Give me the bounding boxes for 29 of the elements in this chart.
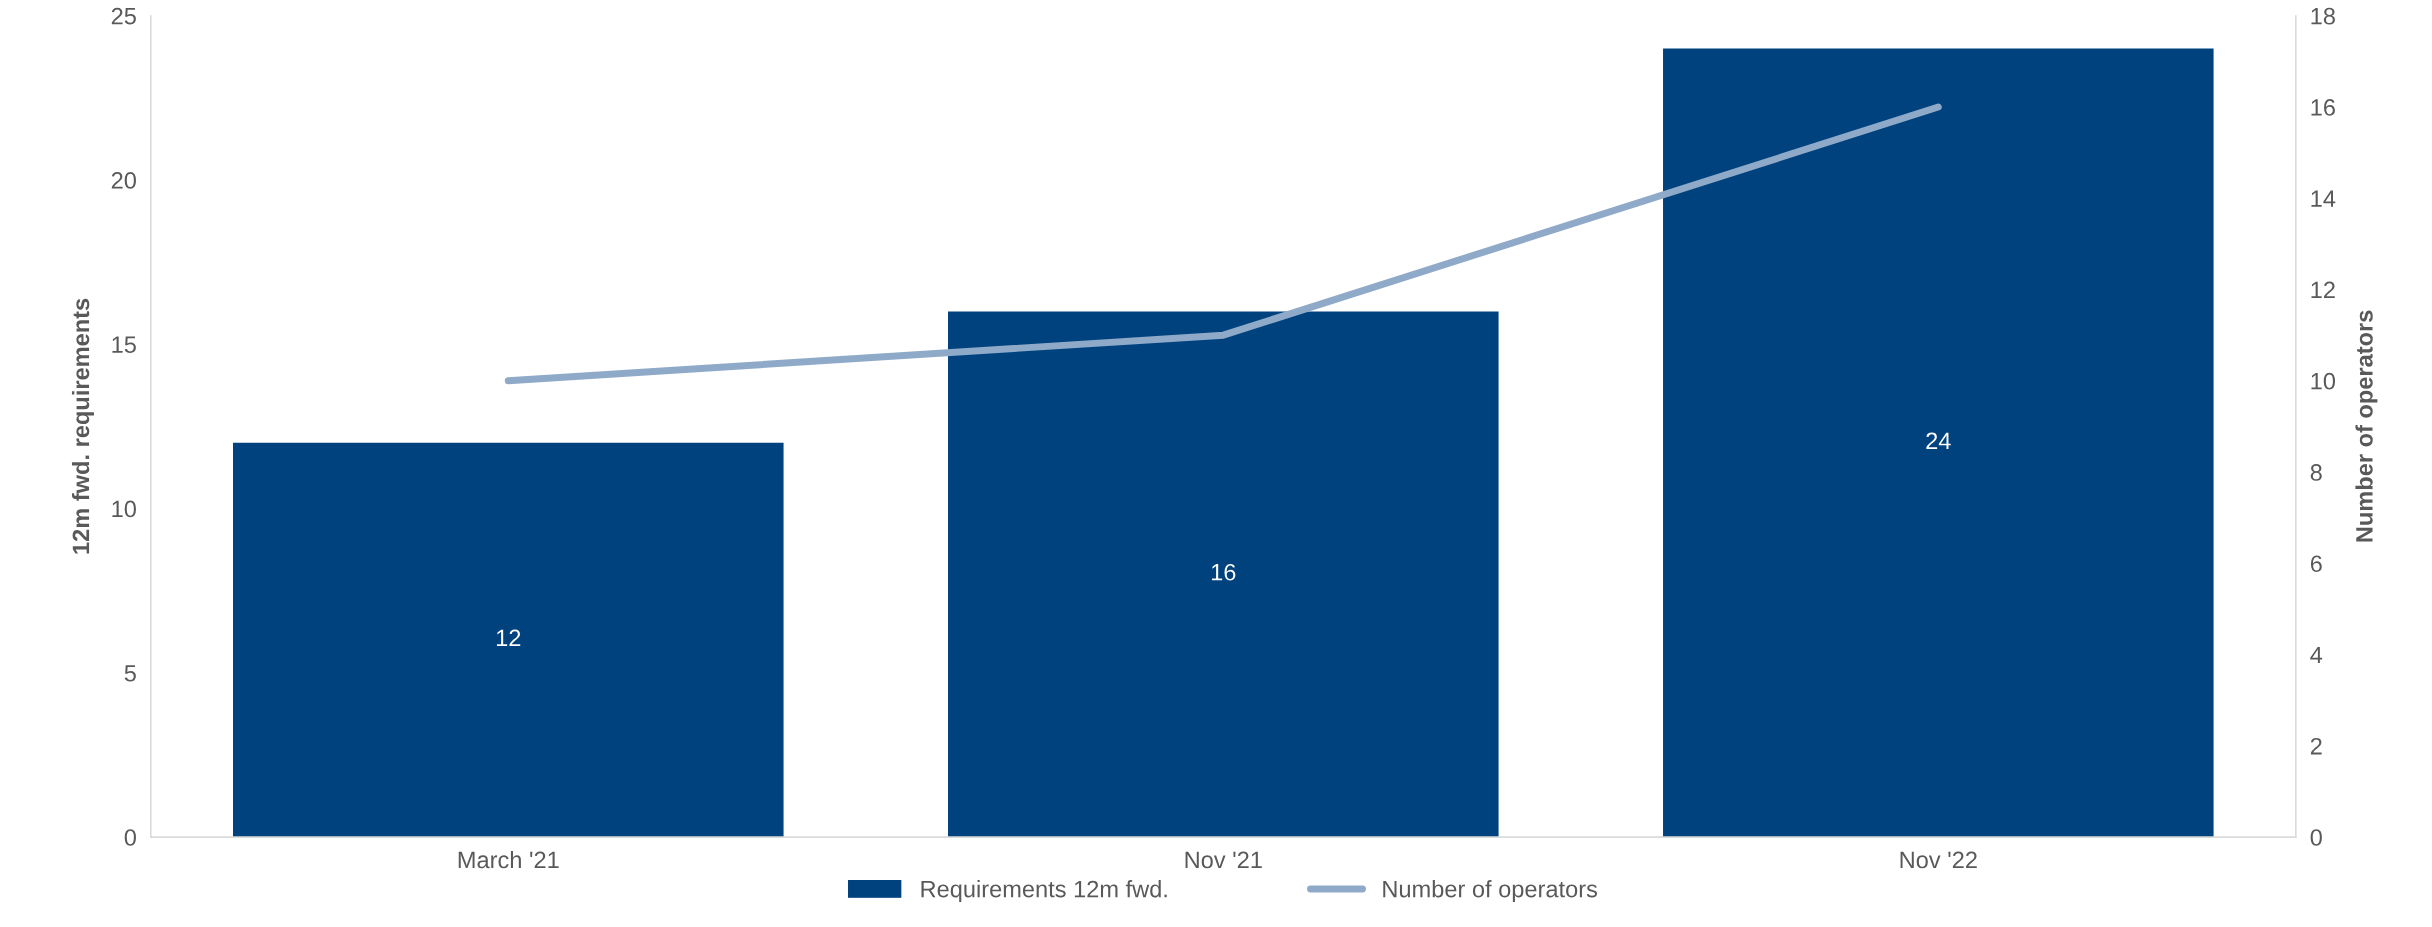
x-tick-label: Nov '22: [1900, 851, 1977, 869]
x-tick-label: March '21: [458, 850, 559, 869]
y2-tick-label: 16: [2311, 99, 2335, 116]
data-label: 16: [1211, 563, 1236, 581]
y2-tick-label: 2: [2310, 737, 2322, 755]
y-tick-label: 20: [111, 172, 136, 189]
y2-tick-label: 8: [2310, 464, 2322, 481]
y-tick-label: 0: [124, 829, 136, 846]
y-tick-label: 10: [112, 500, 136, 518]
y2-tick-label: 4: [2310, 646, 2323, 664]
legend-label: Number of operators: [1383, 880, 1598, 903]
y2-tick-label: 6: [2310, 555, 2322, 573]
legend-label: Requirements 12m fwd.: [921, 880, 1167, 903]
bar: [948, 311, 1499, 838]
bar: [1663, 48, 2214, 838]
y2-tick-label: 10: [2311, 372, 2336, 390]
data-label: 24: [1926, 432, 1951, 449]
y2-tick-label: 12: [2311, 281, 2335, 299]
bar: [233, 442, 784, 838]
x-tick-label: Nov '21: [1185, 851, 1262, 869]
data-label: 12: [496, 629, 521, 647]
y2-tick-label: 18: [2311, 7, 2335, 25]
y-tick-label: 25: [111, 7, 136, 25]
y-tick-label: 15: [112, 336, 136, 354]
y-axis-title: 12m fwd. requirements: [71, 298, 94, 554]
y2-axis-title: Number of operators: [2355, 310, 2378, 542]
y-tick-label: 5: [124, 665, 136, 682]
y2-tick-label: 0: [2310, 829, 2322, 846]
y2-tick-label: 14: [2311, 190, 2336, 207]
